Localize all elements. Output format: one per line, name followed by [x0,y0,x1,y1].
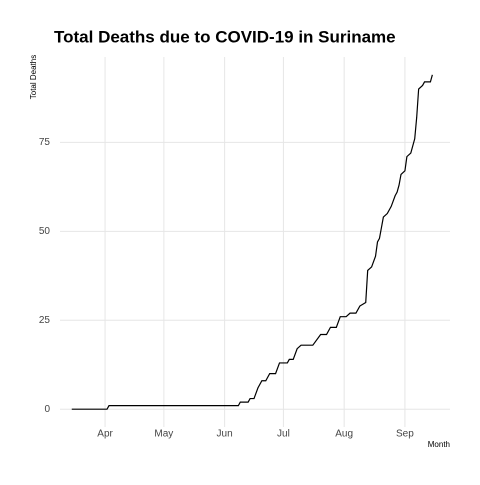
x-tick-label: May [154,429,173,440]
x-tick-label: Sep [396,429,414,440]
y-tick-label: 0 [44,404,50,415]
x-tick-label: Jun [217,429,233,440]
x-tick-label: Aug [335,429,353,440]
y-tick-label: 50 [39,226,51,237]
y-tick-label: 75 [39,137,51,148]
x-tick-label: Jul [277,429,290,440]
x-tick-label: Apr [97,429,113,440]
x-axis-label: Month [428,440,450,449]
y-axis-label: Total Deaths [29,55,38,99]
y-tick-label: 25 [39,315,51,326]
data-line [71,74,433,410]
chart-title: Total Deaths due to COVID-19 in Suriname [54,27,396,46]
